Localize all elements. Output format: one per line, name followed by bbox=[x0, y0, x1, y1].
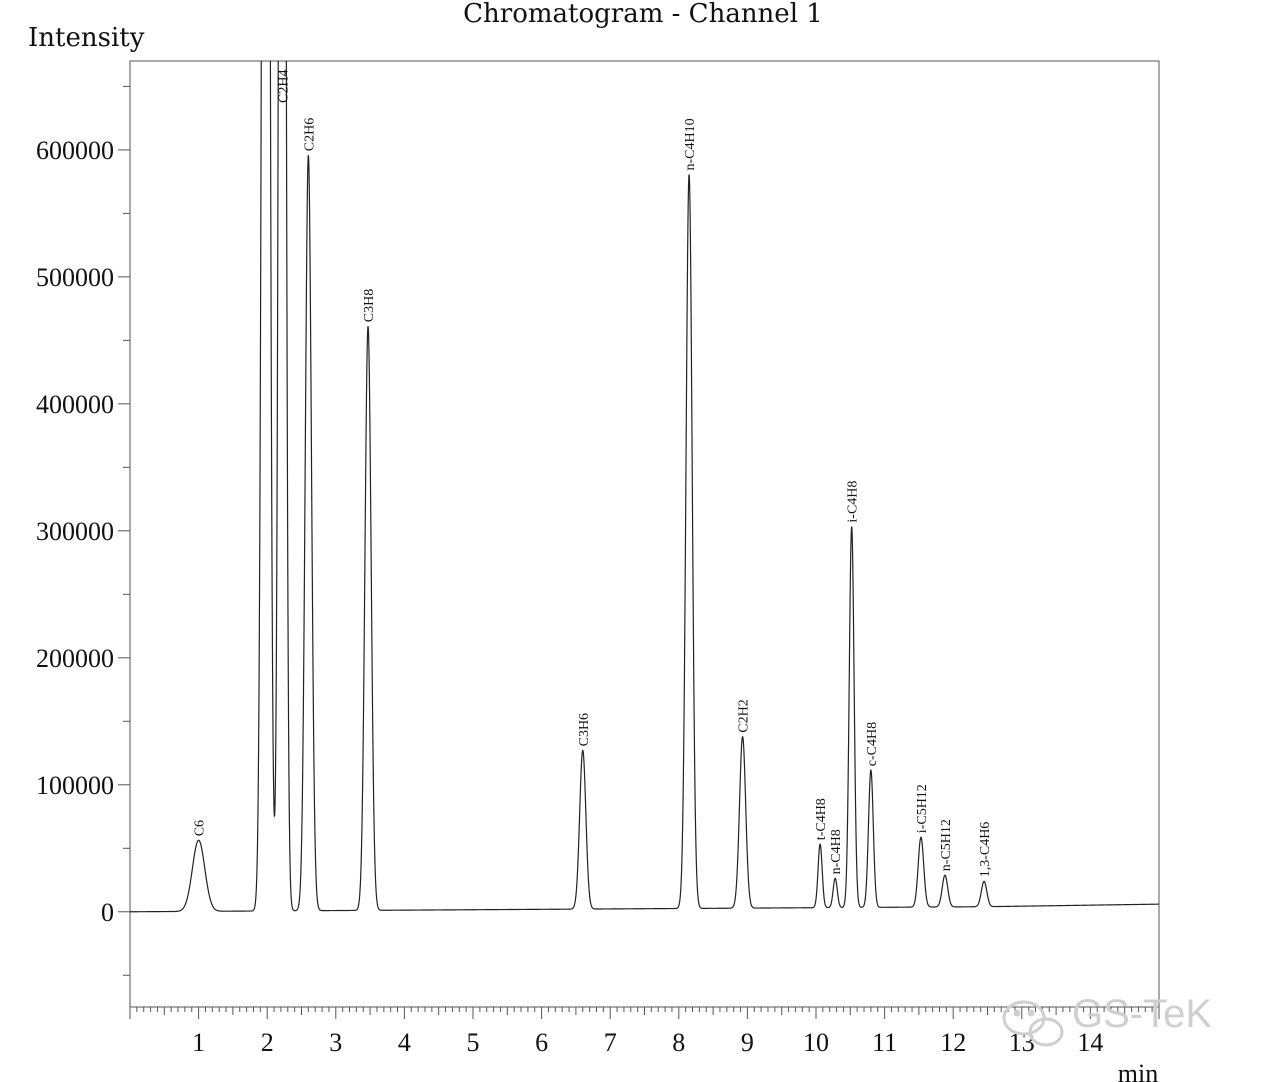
x-tick-label: 11 bbox=[872, 1028, 897, 1057]
watermark-text: GS-TeK bbox=[1072, 992, 1212, 1036]
peak-label: i-C4H8 bbox=[846, 481, 861, 523]
y-tick-label: 0 bbox=[101, 898, 114, 927]
watermark: GS-TeK bbox=[1002, 992, 1212, 1047]
y-tick-label: 500000 bbox=[36, 263, 114, 292]
x-axis-label: min bbox=[1118, 1059, 1158, 1082]
x-tick-label: 5 bbox=[467, 1028, 480, 1057]
y-axis: 0 100000 200000 300000 400000 500000 600000 bbox=[36, 85, 130, 976]
peak-label: n-C5H12 bbox=[939, 819, 954, 871]
x-tick-label: 10 bbox=[803, 1028, 829, 1057]
y-tick-label: 400000 bbox=[36, 390, 114, 419]
peak-label: C2H4 bbox=[276, 70, 291, 103]
peak-label: 1,3-C4H6 bbox=[978, 822, 993, 878]
x-tick-label: 7 bbox=[604, 1028, 617, 1057]
wechat-logo-icon bbox=[1002, 1000, 1064, 1047]
chromatogram-trace bbox=[130, 61, 1159, 913]
peak-label: C3H6 bbox=[577, 713, 592, 746]
y-tick-label: 200000 bbox=[36, 644, 114, 673]
x-tick-label: 9 bbox=[741, 1028, 754, 1057]
x-axis: 1 2 3 4 5 6 7 8 9 10 11 12 13 14 bbox=[129, 1007, 1160, 1057]
plot-frame bbox=[129, 60, 1160, 1008]
peak-label: n-C4H8 bbox=[829, 829, 844, 874]
y-tick-label: 300000 bbox=[36, 517, 114, 546]
x-tick-label: 4 bbox=[398, 1028, 411, 1057]
x-tick-label: 3 bbox=[329, 1028, 342, 1057]
peak-label: C2H6 bbox=[302, 118, 317, 151]
peak-label: C2H2 bbox=[737, 699, 752, 732]
x-tick-label: 2 bbox=[261, 1028, 274, 1057]
peak-labels: C6 C2H4 C2H6 C3H8 C3H6 n-C4H10 C2H2 t-C4H8n-C4H… bbox=[193, 70, 993, 878]
peak-label: t-C4H8 bbox=[814, 798, 829, 840]
y-axis-label: Intensity bbox=[28, 23, 145, 53]
chart-title: Chromatogram - Channel 1 bbox=[463, 0, 823, 29]
x-tick-label: 8 bbox=[672, 1028, 685, 1057]
y-tick-label: 100000 bbox=[36, 771, 114, 800]
peak-label: n-C4H10 bbox=[683, 118, 698, 170]
peak-label: c-C4H8 bbox=[865, 722, 880, 766]
y-tick-label: 600000 bbox=[36, 136, 114, 165]
x-tick-label: 6 bbox=[535, 1028, 548, 1057]
x-tick-label: 14 bbox=[1077, 1028, 1103, 1057]
peak-label: C3H8 bbox=[362, 289, 377, 322]
peak-label: C6 bbox=[193, 820, 208, 836]
peak-label: i-C5H12 bbox=[915, 784, 930, 833]
x-tick-label: 12 bbox=[940, 1028, 966, 1057]
x-tick-label: 1 bbox=[192, 1028, 205, 1057]
